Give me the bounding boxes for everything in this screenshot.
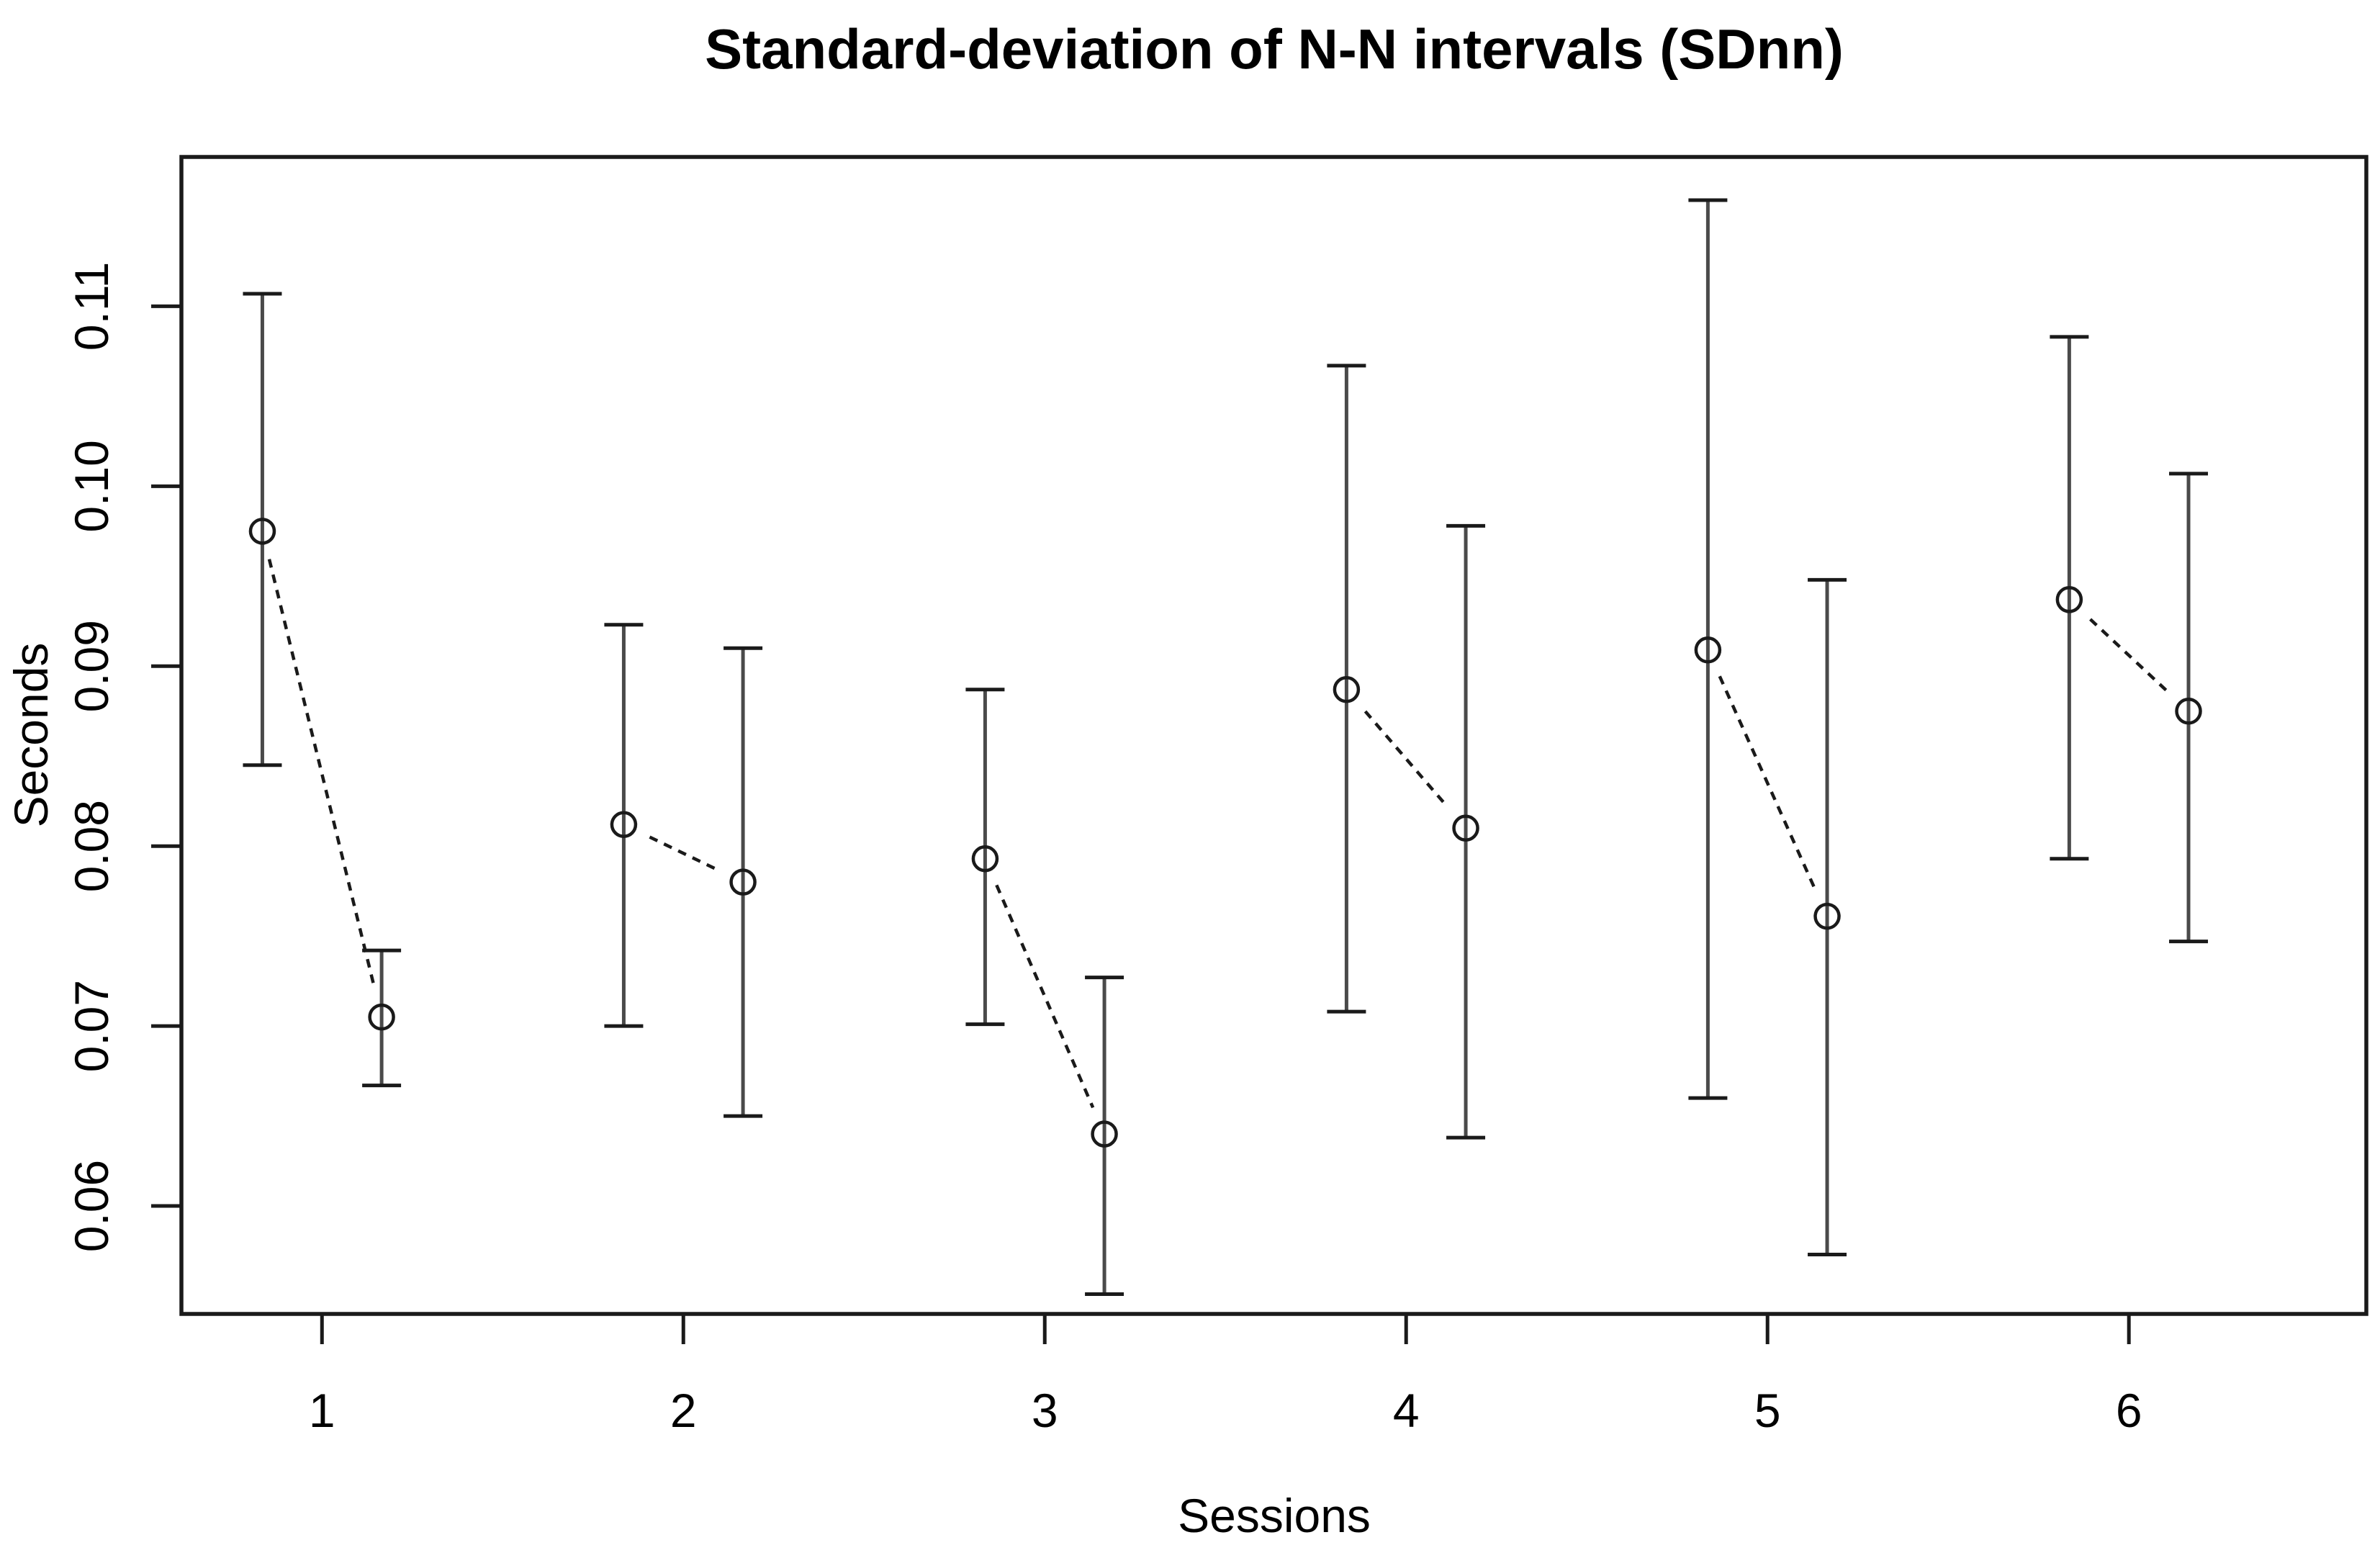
marker-session-2-point-1	[610, 811, 638, 838]
x-axis-title: Sessions	[1178, 1489, 1371, 1542]
x-tick-label-1: 1	[309, 1384, 335, 1437]
connector-session-3	[995, 884, 1095, 1109]
x-tick-label-2: 2	[670, 1384, 697, 1437]
connector-session-1	[267, 559, 377, 990]
y-axis-title: Seconds	[4, 643, 58, 828]
y-tick-label-0.10: 0.10	[65, 440, 118, 532]
connector-session-6	[2089, 618, 2169, 693]
connector-session-2	[649, 835, 718, 871]
marker-session-6-point-1	[2055, 586, 2083, 613]
y-tick-label-0.11: 0.11	[65, 262, 118, 351]
marker-session-2-point-2	[729, 868, 757, 896]
connector-session-4	[1363, 710, 1448, 808]
plot-box	[179, 155, 2368, 1316]
x-tick-label-5: 5	[1754, 1384, 1781, 1437]
marker-session-1-point-1	[248, 518, 276, 545]
y-tick-label-0.06: 0.06	[65, 1160, 118, 1252]
marker-session-4-point-2	[1452, 814, 1479, 842]
y-tick-label-0.07: 0.07	[65, 980, 118, 1072]
marker-session-5-point-1	[1694, 636, 1722, 664]
y-tick-label-0.09: 0.09	[65, 620, 118, 712]
marker-session-5-point-2	[1813, 902, 1841, 930]
chart-title: Standard-deviation of N-N intervals (SDn…	[705, 17, 1844, 81]
marker-session-4-point-1	[1333, 676, 1361, 703]
x-tick-label-4: 4	[1393, 1384, 1420, 1437]
x-tick-label-6: 6	[2116, 1384, 2142, 1437]
plot-area: 1 2 3 4 5 6 0.06 0.07 0.08 0.09 0.10 0.11	[65, 155, 2368, 1437]
x-tick-label-3: 3	[1032, 1384, 1058, 1437]
marker-session-1-point-2	[368, 1003, 395, 1031]
marker-session-6-point-2	[2175, 698, 2202, 725]
y-tick-label-0.08: 0.08	[65, 800, 118, 892]
marker-session-3-point-2	[1091, 1120, 1118, 1148]
marker-session-3-point-1	[971, 845, 999, 873]
connector-session-5	[1718, 675, 1817, 891]
